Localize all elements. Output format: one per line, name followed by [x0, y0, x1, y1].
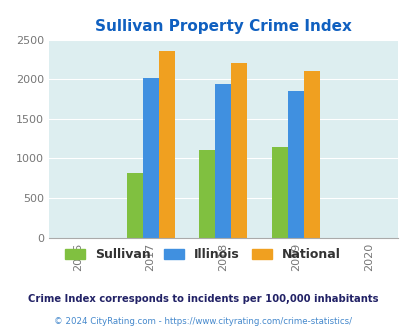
Bar [287, 91, 303, 238]
Bar [142, 79, 158, 238]
Legend: Sullivan, Illinois, National: Sullivan, Illinois, National [60, 243, 345, 266]
Bar [271, 147, 287, 238]
Bar [126, 173, 142, 238]
Text: © 2024 CityRating.com - https://www.cityrating.com/crime-statistics/: © 2024 CityRating.com - https://www.city… [54, 317, 351, 326]
Bar [303, 71, 319, 238]
Title: Sullivan Property Crime Index: Sullivan Property Crime Index [95, 19, 351, 34]
Bar [231, 63, 247, 238]
Bar [199, 150, 215, 238]
Bar [158, 51, 174, 238]
Bar [215, 84, 231, 238]
Text: Crime Index corresponds to incidents per 100,000 inhabitants: Crime Index corresponds to incidents per… [28, 294, 377, 304]
